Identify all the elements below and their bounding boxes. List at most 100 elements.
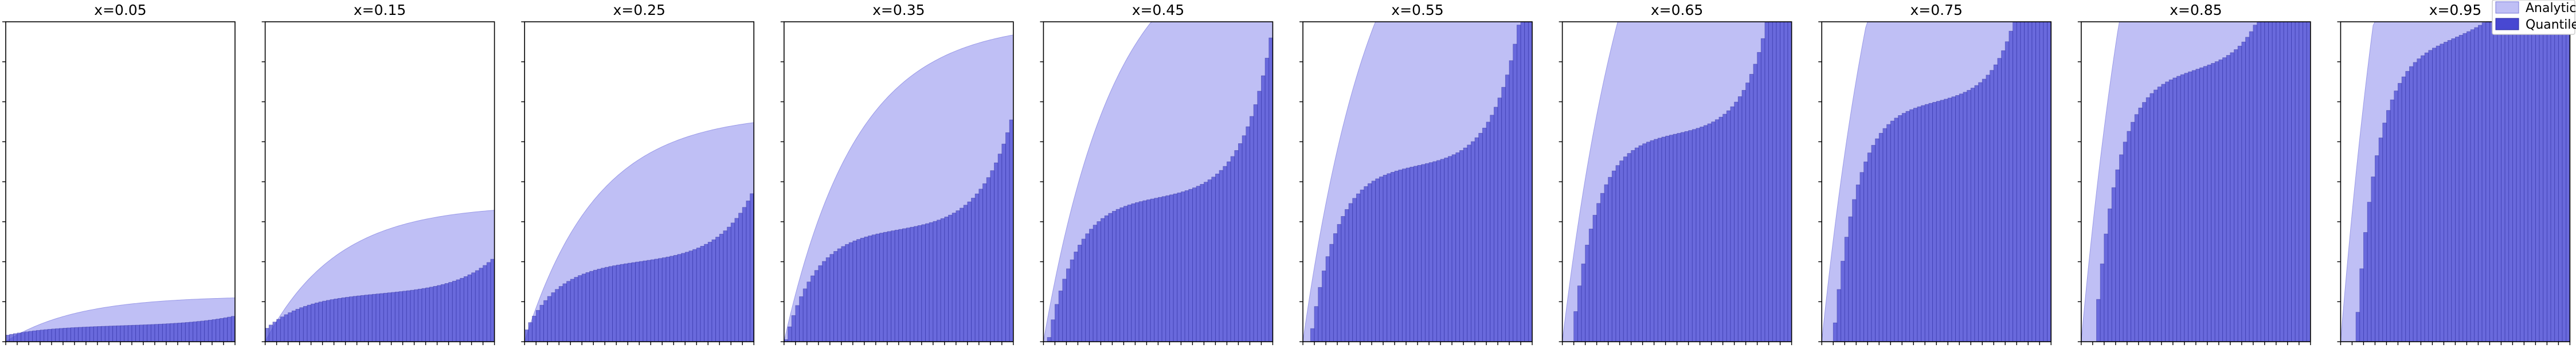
quantile-bar-4-26: [1142, 200, 1147, 342]
quantile-bar-5-48: [1486, 122, 1491, 342]
quantile-bar-5-17: [1367, 183, 1372, 342]
quantile-bar-5-26: [1401, 169, 1407, 342]
axes-frame-0: [5, 21, 236, 342]
quantile-bar-9-4: [2355, 312, 2360, 342]
quantile-bar-1-12: [311, 303, 315, 342]
quantile-bar-1-5: [284, 314, 288, 342]
quantile-bar-0-26: [104, 326, 109, 342]
quantile-bar-1-53: [467, 274, 472, 342]
quantile-bar-9-7: [2367, 202, 2372, 342]
quantile-bar-6-49: [1749, 74, 1754, 342]
quantile-bar-4-22: [1127, 204, 1132, 342]
quantile-bar-3-29: [894, 229, 899, 342]
quantile-bar-1-11: [307, 304, 311, 342]
quantile-bar-1-20: [341, 297, 346, 342]
panel-title-0: x=0.05: [94, 2, 146, 18]
quantile-bar-1-7: [291, 310, 296, 342]
quantile-bar-1-47: [444, 283, 449, 342]
quantile-bar-3-9: [818, 265, 823, 342]
quantile-bar-3-11: [825, 257, 831, 342]
quantile-bar-9-39: [2489, 21, 2494, 342]
quantile-bar-9-27: [2443, 42, 2448, 342]
quantile-bar-9-20: [2417, 58, 2421, 342]
quantile-bar-9-30: [2454, 37, 2460, 342]
quantile-bar-3-54: [990, 170, 995, 342]
panel-title-5: x=0.55: [1391, 2, 1443, 18]
quantile-bar-7-33: [1947, 97, 1952, 342]
quantile-bar-0-49: [193, 321, 197, 342]
quantile-bar-9-45: [2512, 21, 2517, 342]
quantile-bar-5-37: [1444, 158, 1448, 342]
panel-7: x=0.75: [1818, 2, 2052, 345]
quantile-bar-5-59: [1528, 21, 1533, 342]
quantile-bar-0-20: [81, 327, 87, 342]
quantile-bar-2-8: [555, 289, 559, 342]
quantile-bar-3-18: [852, 240, 857, 342]
quantile-bar-0-56: [219, 318, 224, 342]
quantile-bar-4-11: [1085, 233, 1090, 342]
quantile-bar-8-56: [2295, 21, 2300, 342]
quantile-bar-0-21: [85, 326, 91, 342]
quantile-bar-9-29: [2451, 38, 2456, 342]
quantile-bar-0-41: [162, 323, 167, 342]
quantile-bar-7-27: [1924, 104, 1929, 342]
quantile-bar-0-33: [131, 324, 136, 342]
quantile-bar-9-12: [2386, 110, 2391, 342]
quantile-bar-3-25: [879, 233, 884, 342]
quantile-bar-5-4: [1318, 287, 1322, 342]
quantile-bar-0-44: [173, 323, 178, 342]
quantile-bar-1-27: [368, 294, 373, 342]
quantile-bar-9-54: [2546, 21, 2551, 342]
quantile-bar-4-35: [1177, 193, 1181, 342]
quantile-bar-5-57: [1520, 21, 1525, 342]
quantile-bar-4-43: [1207, 179, 1212, 342]
quantile-bar-4-53: [1246, 126, 1250, 342]
quantile-bar-0-8: [36, 330, 41, 342]
quantile-bar-6-17: [1627, 153, 1631, 342]
quantile-bar-2-49: [711, 239, 716, 342]
quantile-bar-8-50: [2272, 21, 2277, 342]
quantile-bar-7-4: [1837, 289, 1841, 342]
quantile-bar-5-55: [1513, 44, 1517, 342]
quantile-bar-5-14: [1356, 193, 1361, 342]
quantile-bar-8-58: [2303, 21, 2307, 342]
legend-label-analytic: Analytic: [2526, 1, 2576, 15]
quantile-bar-2-59: [750, 193, 754, 342]
quantile-bar-4-34: [1173, 193, 1178, 342]
quantile-bar-5-11: [1344, 209, 1349, 342]
quantile-bar-0-35: [139, 324, 144, 342]
quantile-bar-8-12: [2127, 131, 2131, 342]
quantile-bar-5-36: [1440, 159, 1445, 342]
quantile-bar-9-55: [2550, 21, 2555, 342]
quantile-bar-7-5: [1841, 261, 1845, 342]
quantile-bar-8-23: [2168, 79, 2174, 342]
quantile-bar-5-29: [1413, 166, 1418, 342]
quantile-bar-2-17: [589, 271, 594, 342]
quantile-bar-7-17: [1886, 124, 1891, 342]
quantile-bar-0-46: [181, 322, 186, 342]
quantile-bar-8-25: [2176, 76, 2181, 342]
quantile-bar-9-14: [2394, 91, 2398, 342]
quantile-bar-9-25: [2436, 45, 2441, 342]
quantile-bar-8-6: [2104, 233, 2108, 342]
quantile-bar-7-14: [1875, 138, 1880, 342]
quantile-bar-2-29: [635, 261, 640, 342]
quantile-bar-7-38: [1967, 90, 1971, 342]
quantile-bar-1-33: [391, 292, 396, 342]
quantile-bar-6-22: [1646, 142, 1651, 342]
quantile-bar-9-18: [2409, 66, 2414, 342]
quantile-bar-5-47: [1482, 127, 1487, 342]
quantile-bar-0-0: [5, 335, 10, 342]
quantile-bar-4-50: [1234, 150, 1239, 342]
quantile-bar-3-48: [967, 201, 972, 342]
quantile-bar-6-16: [1623, 157, 1628, 342]
quantile-bar-5-8: [1333, 233, 1338, 342]
quantile-bar-5-41: [1459, 150, 1464, 342]
quantile-bar-9-49: [2527, 21, 2532, 342]
quantile-bar-7-54: [2027, 21, 2033, 342]
panel-4: x=0.45: [1040, 2, 1274, 345]
panel-6: x=0.65: [1559, 2, 1792, 345]
quantile-bar-3-14: [837, 248, 842, 342]
quantile-bar-8-45: [2253, 25, 2257, 342]
